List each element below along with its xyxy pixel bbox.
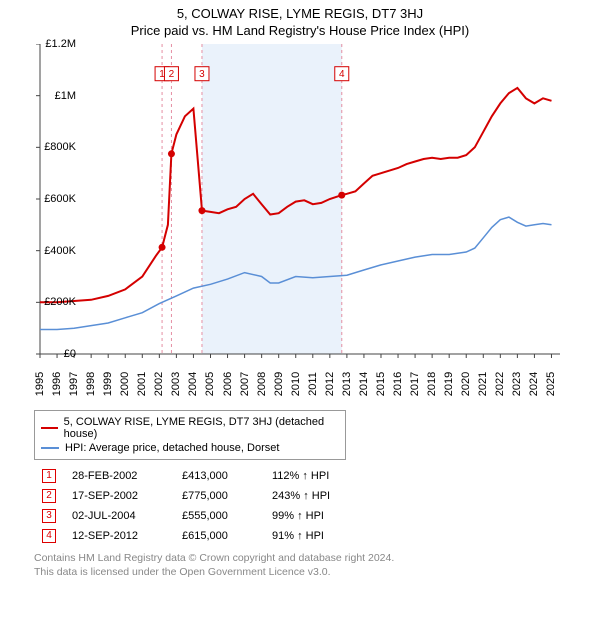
x-tick-label: 2021: [478, 372, 490, 396]
sale-price: £555,000: [174, 506, 264, 526]
legend-swatch: [41, 427, 58, 429]
legend-label: 5, COLWAY RISE, LYME REGIS, DT7 3HJ (det…: [64, 416, 339, 440]
x-tick-label: 2006: [222, 372, 234, 396]
x-tick-label: 2022: [495, 372, 507, 396]
y-tick-label: £0: [64, 348, 76, 360]
y-tick-label: £600K: [44, 193, 76, 205]
marker-number-box: 4: [42, 529, 56, 543]
marker-number-box: 3: [42, 509, 56, 523]
legend: 5, COLWAY RISE, LYME REGIS, DT7 3HJ (det…: [34, 410, 346, 460]
x-tick-label: 1998: [85, 372, 97, 396]
sale-date: 17-SEP-2002: [64, 486, 174, 506]
svg-text:3: 3: [199, 69, 205, 80]
x-tick-label: 2014: [358, 372, 370, 396]
legend-swatch: [41, 447, 59, 449]
x-tick-label: 1997: [68, 372, 80, 396]
sale-date: 02-JUL-2004: [64, 506, 174, 526]
x-tick-label: 2008: [256, 372, 268, 396]
x-tick-label: 1999: [102, 372, 114, 396]
page-title: 5, COLWAY RISE, LYME REGIS, DT7 3HJ: [0, 0, 600, 21]
page-subtitle: Price paid vs. HM Land Registry's House …: [0, 21, 600, 44]
x-tick-label: 2009: [273, 372, 285, 396]
y-tick-label: £1M: [55, 90, 76, 102]
sale-price: £413,000: [174, 466, 264, 486]
y-tick-label: £400K: [44, 245, 76, 257]
x-tick-label: 2003: [171, 372, 183, 396]
sale-price: £775,000: [174, 486, 264, 506]
table-row: 1 28-FEB-2002£413,000112% ↑ HPI: [34, 466, 338, 486]
sale-markers-table: 1 28-FEB-2002£413,000112% ↑ HPI 2 17-SEP-20…: [34, 466, 338, 546]
table-row: 4 12-SEP-2012£615,00091% ↑ HPI: [34, 526, 338, 546]
x-tick-label: 2007: [239, 372, 251, 396]
x-tick-label: 2011: [307, 372, 319, 396]
x-tick-label: 1995: [34, 372, 46, 396]
legend-item: HPI: Average price, detached house, Dors…: [41, 441, 339, 455]
y-tick-label: £1.2M: [45, 38, 76, 50]
marker-number-box: 1: [42, 469, 56, 483]
x-tick-label: 2017: [409, 372, 421, 396]
x-tick-label: 2016: [392, 372, 404, 396]
sale-vs-hpi: 243% ↑ HPI: [264, 486, 338, 506]
table-row: 2 17-SEP-2002£775,000243% ↑ HPI: [34, 486, 338, 506]
attribution-line-2: This data is licensed under the Open Gov…: [34, 566, 600, 580]
y-tick-label: £800K: [44, 141, 76, 153]
x-tick-label: 2004: [188, 372, 200, 396]
x-tick-label: 2000: [119, 372, 131, 396]
sale-price: £615,000: [174, 526, 264, 546]
sale-date: 12-SEP-2012: [64, 526, 174, 546]
x-tick-label: 2010: [290, 372, 302, 396]
chart-area: 1234 £0£200K£400K£600K£800K£1M£1.2M: [40, 44, 600, 364]
x-tick-label: 1996: [51, 372, 63, 396]
sale-vs-hpi: 112% ↑ HPI: [264, 466, 338, 486]
x-tick-label: 2002: [154, 372, 166, 396]
price-chart-svg: 1234: [35, 44, 560, 359]
y-tick-label: £200K: [44, 296, 76, 308]
x-tick-label: 2015: [375, 372, 387, 396]
sale-date: 28-FEB-2002: [64, 466, 174, 486]
x-tick-label: 2013: [341, 372, 353, 396]
x-tick-label: 2019: [443, 372, 455, 396]
sale-vs-hpi: 91% ↑ HPI: [264, 526, 338, 546]
x-tick-label: 2012: [324, 372, 336, 396]
svg-text:4: 4: [339, 69, 345, 80]
sale-vs-hpi: 99% ↑ HPI: [264, 506, 338, 526]
x-tick-label: 2025: [546, 372, 558, 396]
legend-label: HPI: Average price, detached house, Dors…: [65, 442, 279, 454]
x-axis-labels: 1995199619971998199920002001200220032004…: [40, 364, 600, 404]
x-tick-label: 2001: [137, 372, 149, 396]
attribution: Contains HM Land Registry data © Crown c…: [34, 552, 600, 579]
table-row: 3 02-JUL-2004£555,00099% ↑ HPI: [34, 506, 338, 526]
x-tick-label: 2023: [512, 372, 524, 396]
svg-text:2: 2: [169, 69, 175, 80]
x-tick-label: 2005: [205, 372, 217, 396]
x-tick-label: 2024: [529, 372, 541, 396]
marker-number-box: 2: [42, 489, 56, 503]
legend-item: 5, COLWAY RISE, LYME REGIS, DT7 3HJ (det…: [41, 415, 339, 441]
x-tick-label: 2018: [426, 372, 438, 396]
attribution-line-1: Contains HM Land Registry data © Crown c…: [34, 552, 600, 566]
x-tick-label: 2020: [460, 372, 472, 396]
